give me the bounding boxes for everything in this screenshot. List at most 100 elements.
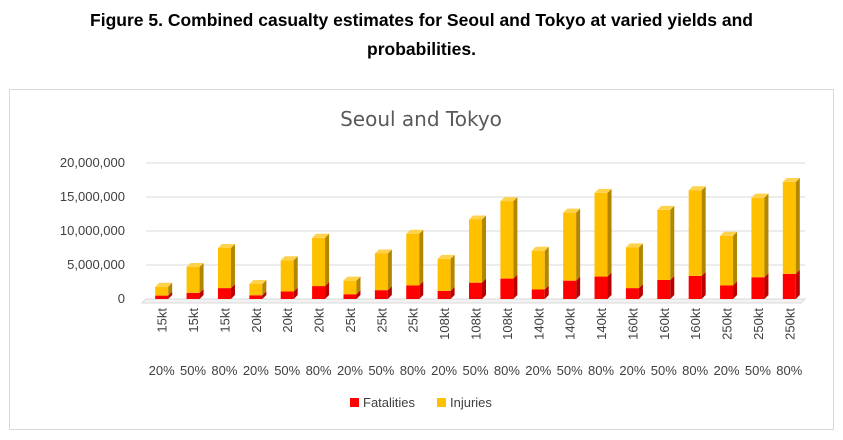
x-tick-label-yield: 20kt xyxy=(249,308,264,333)
bar-injuries-top xyxy=(782,178,800,183)
bar-injuries xyxy=(437,254,455,291)
bar-fatalities xyxy=(782,269,800,299)
bar-injuries-top xyxy=(374,249,392,254)
y-tick-label: 0 xyxy=(118,291,125,306)
bar-injuries-top xyxy=(406,229,424,234)
bar-injuries-front xyxy=(343,280,357,295)
x-tick-label-yield: 140kt xyxy=(594,308,609,340)
bar-fatalities-side xyxy=(325,282,330,299)
bar-fatalities xyxy=(249,291,267,299)
bar-injuries-front xyxy=(782,182,796,274)
x-tick-label-probability: 50% xyxy=(557,363,583,378)
bar-fatalities-side xyxy=(764,273,769,299)
bar-fatalities-front xyxy=(280,291,294,299)
y-tick-label: 15,000,000 xyxy=(60,189,125,204)
bar-fatalities xyxy=(374,286,392,299)
bar-injuries-top xyxy=(720,231,738,236)
chart-title: Seoul and Tokyo xyxy=(340,107,502,131)
bar-injuries-front xyxy=(406,233,420,286)
bar-injuries-top xyxy=(343,276,361,281)
x-tick-label-probability: 50% xyxy=(180,363,206,378)
bar-injuries-side xyxy=(544,246,549,290)
chart-floor xyxy=(140,298,807,304)
bar-fatalities-side xyxy=(733,281,738,299)
x-tick-label-yield: 250kt xyxy=(782,308,797,340)
bar-injuries xyxy=(688,186,706,276)
x-tick-label-probability: 80% xyxy=(306,363,332,378)
bar-fatalities-side xyxy=(482,278,486,299)
bar-fatalities xyxy=(469,278,486,299)
bar-injuries-front xyxy=(625,247,639,289)
bar-fatalities-front xyxy=(751,277,765,299)
bar-fatalities-side xyxy=(356,290,361,299)
x-tick-label-yield: 250kt xyxy=(720,308,735,340)
bar-fatalities-side xyxy=(168,291,173,299)
bar-injuries-front xyxy=(531,250,545,290)
bar-fatalities-side xyxy=(419,281,424,299)
x-tick-label-probability: 20% xyxy=(619,363,645,378)
bar-injuries xyxy=(625,243,643,289)
bar-injuries xyxy=(594,188,612,277)
bar-injuries-front xyxy=(155,286,169,296)
bar-fatalities-side xyxy=(544,285,549,299)
bar-injuries-side xyxy=(293,256,298,292)
bar-fatalities xyxy=(406,281,424,299)
bar-injuries xyxy=(374,249,392,291)
bar-injuries xyxy=(217,244,235,289)
bar-fatalities-side xyxy=(387,286,392,299)
bar-fatalities-front xyxy=(594,276,608,299)
bar-injuries-front xyxy=(374,253,388,291)
x-tick-label-probability: 50% xyxy=(651,363,677,378)
x-tick-label-yield: 250kt xyxy=(751,308,766,340)
chart-frame: Seoul and Tokyo 0 5,000,000 10,000,000 15,0… xyxy=(9,89,834,430)
bar-injuries-front xyxy=(657,209,671,280)
x-tick-label-probability: 80% xyxy=(682,363,708,378)
bar-injuries-side xyxy=(513,197,518,279)
x-tick-label-yield: 15kt xyxy=(217,308,232,333)
bar-injuries xyxy=(531,246,549,290)
bar-injuries xyxy=(469,215,486,283)
x-tick-label-probability: 80% xyxy=(211,363,237,378)
bar-injuries-top xyxy=(657,205,675,210)
bar-fatalities-front xyxy=(782,273,796,299)
bar-injuries-side xyxy=(670,205,675,280)
bar-fatalities-side xyxy=(607,272,612,299)
bar-injuries-top xyxy=(312,233,330,238)
bar-fatalities-front xyxy=(406,285,420,299)
bar-injuries-side xyxy=(199,263,204,293)
y-tick-label: 20,000,000 xyxy=(60,155,125,170)
x-tick-label-probability: 20% xyxy=(525,363,551,378)
bar-injuries xyxy=(720,231,738,286)
bar-injuries-side xyxy=(356,276,361,295)
bar-injuries-top xyxy=(437,254,455,259)
bar-fatalities xyxy=(531,285,549,299)
bar-fatalities xyxy=(751,273,769,299)
x-tick-label-probability: 80% xyxy=(588,363,614,378)
bar-injuries-front xyxy=(469,219,482,283)
x-tick-label-probability: 50% xyxy=(274,363,300,378)
bar-injuries-side xyxy=(576,208,581,281)
bar-fatalities-side xyxy=(293,287,298,299)
bar-injuries-side xyxy=(638,243,643,289)
bar-injuries-front xyxy=(186,267,200,293)
bar-injuries xyxy=(343,276,361,295)
bar-fatalities-side xyxy=(450,286,455,299)
bar-injuries-front xyxy=(437,258,451,291)
x-tick-label-yield: 160kt xyxy=(688,308,703,340)
bar-injuries-side xyxy=(450,254,455,291)
x-tick-label-yield: 25kt xyxy=(406,308,421,333)
x-tick-label-probability: 80% xyxy=(400,363,426,378)
bar-injuries-front xyxy=(280,260,294,292)
bar-fatalities xyxy=(720,281,738,299)
legend-label-injuries: Injuries xyxy=(450,395,492,410)
bar-injuries-top xyxy=(469,215,486,220)
bar-fatalities-side xyxy=(701,271,706,299)
bar-injuries xyxy=(751,193,769,278)
bar-fatalities-side xyxy=(230,284,235,299)
bar-fatalities xyxy=(563,276,581,299)
x-tick-label-yield: 160kt xyxy=(625,308,640,340)
bar-injuries-top xyxy=(625,243,643,248)
bar-injuries-top xyxy=(563,208,581,213)
bar-injuries xyxy=(782,178,800,274)
bar-fatalities xyxy=(437,286,455,299)
